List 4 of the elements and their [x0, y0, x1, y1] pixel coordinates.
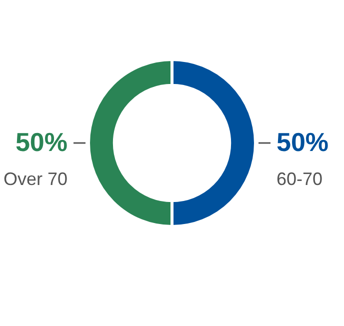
slice-label: 60-70: [276, 168, 323, 189]
data-label: 50%: [276, 127, 329, 158]
slice-label: Over 70: [3, 168, 68, 189]
data-label: 50%: [15, 127, 68, 158]
